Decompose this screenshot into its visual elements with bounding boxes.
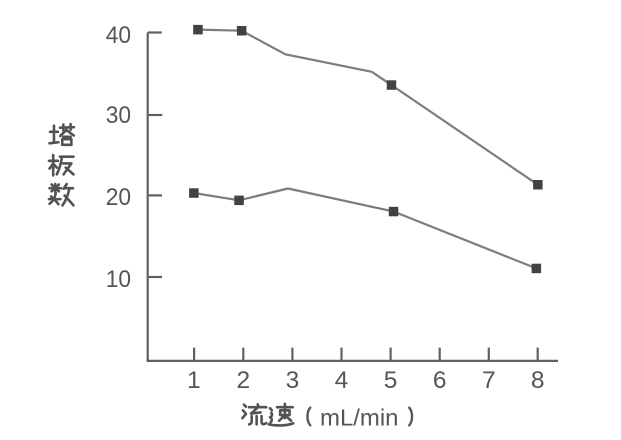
svg-text:30: 30 [106, 102, 131, 129]
svg-text:3: 3 [286, 367, 300, 394]
svg-text:40: 40 [106, 22, 131, 49]
svg-text:mL/min: mL/min [320, 404, 399, 430]
svg-text:6: 6 [433, 367, 447, 394]
svg-text:5: 5 [384, 367, 398, 394]
svg-text:7: 7 [482, 367, 496, 394]
svg-text:2: 2 [236, 367, 250, 394]
svg-text:1: 1 [187, 367, 201, 394]
svg-text:20: 20 [106, 184, 131, 211]
svg-text:4: 4 [335, 367, 349, 394]
svg-text:8: 8 [531, 367, 545, 394]
svg-text:10: 10 [106, 266, 131, 293]
